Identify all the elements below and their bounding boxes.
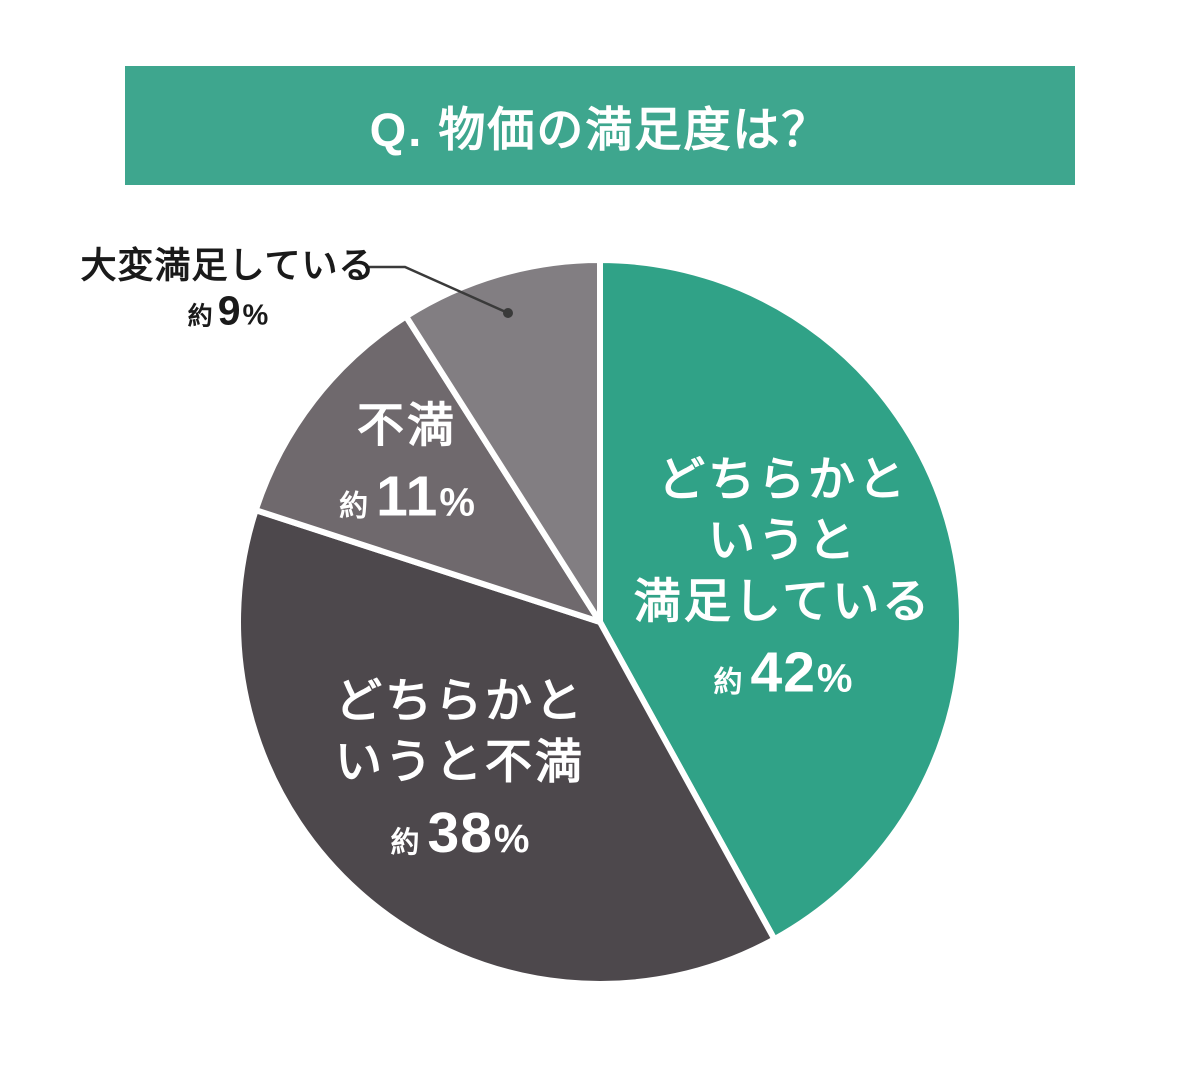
slice-percent: 約 9%: [81, 288, 376, 335]
slice-label-line: どちらかと: [658, 452, 908, 506]
percent-sign: %: [493, 817, 530, 861]
approx-prefix: 約: [390, 827, 420, 859]
percent-number: 38: [427, 801, 493, 865]
approx-prefix: 約: [713, 666, 743, 699]
percent-sign: %: [439, 480, 475, 525]
callout-line: [365, 265, 509, 315]
approx-prefix: 約: [187, 302, 213, 331]
pie-slice-somewhat-dissatisfied: [235, 507, 778, 987]
percent-number: 42: [750, 640, 816, 705]
percent-number: 9: [217, 287, 242, 334]
slice-label-line: 不満: [356, 398, 457, 452]
slice-label-line: 大変満足している: [80, 244, 376, 286]
percent-sign: %: [242, 299, 269, 332]
approx-prefix: 約: [339, 490, 369, 523]
pie-slice-dissatisfied: [252, 313, 603, 625]
slice-percent: 約 42%: [634, 640, 933, 706]
question-banner: Q. 物価の満足度は？: [125, 66, 1075, 185]
slice-percent: 約 38%: [335, 800, 585, 866]
percent-sign: %: [816, 656, 853, 701]
pie-slice-very-satisfied: [403, 257, 603, 625]
percent-number: 11: [376, 464, 439, 529]
label-somewhat-satisfied: どちらかと いうと 満足している 約 42%: [634, 449, 933, 706]
label-very-satisfied: 大変満足している 約 9%: [81, 244, 376, 335]
slice-label-line: どちらかと: [335, 674, 585, 727]
slice-label-line: いうと: [708, 513, 858, 567]
label-somewhat-dissatisfied: どちらかと いうと不満 約 38%: [335, 670, 585, 866]
slice-label-line: 満足している: [633, 574, 933, 628]
slice-label-line: いうと不満: [335, 735, 585, 788]
callout-dot: [503, 308, 513, 318]
question-title: Q. 物価の満足度は？: [369, 103, 831, 156]
slice-percent: 約 11%: [339, 464, 475, 530]
label-dissatisfied: 不満 約 11%: [339, 395, 475, 530]
pie-slice-somewhat-satisfied: [597, 257, 965, 943]
